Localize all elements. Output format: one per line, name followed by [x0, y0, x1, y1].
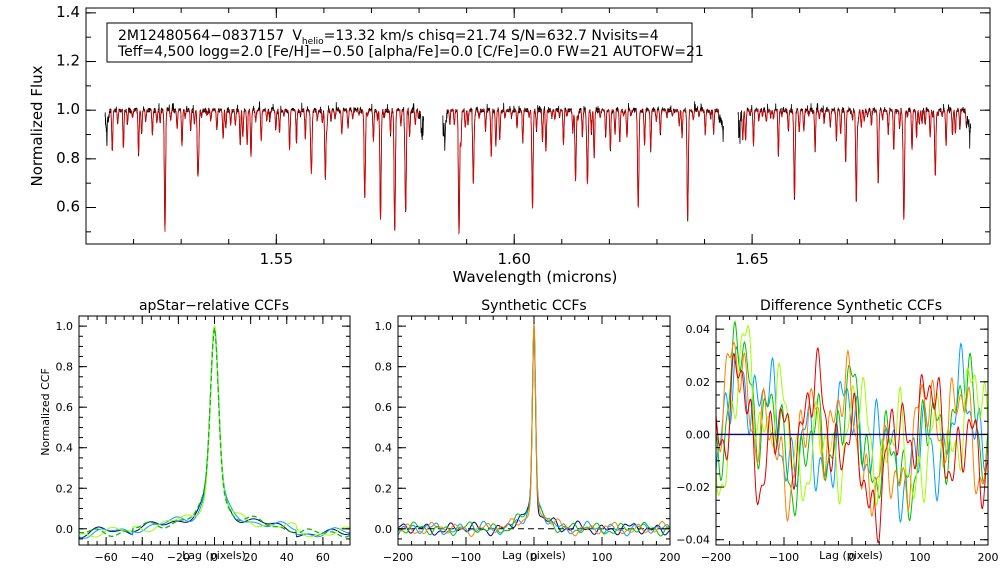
synthetic-ccf-frame	[397, 315, 671, 546]
model-spectrum-line	[741, 109, 967, 221]
y-tick-label: 1.0	[56, 320, 74, 333]
synthetic-ccf-title: Synthetic CCFs	[481, 298, 586, 314]
apstar-ccf-data	[78, 325, 351, 539]
info-box	[106, 22, 693, 63]
x-tick-label: 0	[211, 551, 218, 564]
synthetic-ccf-ticks: −200 −100 0 100 200 0.0 0.2 0.4 0.6 0.8 1.0	[375, 315, 681, 564]
y-tick-label: 0.00	[686, 428, 711, 441]
x-tick-label: 20	[244, 551, 258, 564]
x-tick-label: 60	[316, 551, 330, 564]
x-tick-label: −200	[383, 551, 413, 564]
model-spectrum-line	[447, 109, 720, 233]
x-tick-label: 0	[531, 551, 538, 564]
difference-ccf-ticks: −200 −100 0 100 200 −0.04 −0.02 0.00 0.02 0.04	[676, 315, 999, 564]
x-tick-label: 1.55	[260, 250, 293, 268]
info-line-2: Teff=4,500 logg=2.0 [Fe/H]=−0.50 [alpha/…	[117, 44, 704, 60]
y-tick-label: −0.02	[676, 481, 710, 494]
y-tick-label: 0.8	[56, 149, 80, 167]
x-tick-label: 100	[910, 551, 931, 564]
synthetic-ccf-panel: Synthetic CCFs −200 −100 0 100 200 0.0 0.2 0.4 0…	[375, 298, 681, 564]
x-tick-label: 1.60	[498, 250, 531, 268]
apstar-ccf-series-line	[78, 326, 350, 539]
v-subscript: helio	[302, 37, 324, 47]
difference-ccf-title: Difference Synthetic CCFs	[760, 298, 942, 314]
apstar-ccf-series-line	[78, 325, 351, 538]
apstar-ccf-panel: apStar−relative CCFs −60 −40 −20 0 20 40 60 0.0…	[39, 298, 351, 564]
model-spectrum-line	[109, 109, 420, 232]
y-tick-label: 0.02	[686, 376, 711, 389]
y-tick-label: 0.0	[56, 523, 74, 536]
x-tick-label: 40	[280, 551, 294, 564]
y-tick-label: 0.0	[375, 523, 393, 536]
y-tick-label: 1.0	[56, 100, 80, 118]
apstar-ccf-xlabel: Lag (pixels)	[182, 549, 246, 562]
y-tick-label: 0.6	[375, 401, 393, 414]
synthetic-ccf-xlabel: Lag (pixels)	[502, 549, 566, 562]
spectrum-frame	[85, 7, 991, 245]
x-tick-label: −40	[131, 551, 154, 564]
x-tick-label: 200	[978, 551, 999, 564]
y-tick-label: 0.8	[375, 361, 393, 374]
x-tick-label: −100	[769, 551, 799, 564]
x-tick-label: −100	[451, 551, 481, 564]
synthetic-ccf-series-line	[397, 330, 671, 537]
spectrum-data	[104, 101, 972, 235]
star-id: 2M12480564−0837157	[118, 28, 284, 44]
synthetic-ccf-data	[397, 321, 671, 537]
apstar-ccf-series-line	[78, 328, 351, 538]
v-label: V	[292, 28, 302, 44]
difference-ccf-xlabel: Lag (pixels)	[819, 549, 883, 562]
x-tick-label: 1.65	[735, 250, 768, 268]
x-tick-label: 100	[592, 551, 613, 564]
x-tick-label: 0	[849, 551, 856, 564]
info-line-1-rest: =13.32 km/s chisq=21.74 S/N=632.7 Nvisit…	[324, 28, 659, 44]
synthetic-ccf-series-line	[397, 321, 671, 537]
x-tick-label: −20	[167, 551, 190, 564]
y-tick-label: 1.4	[56, 3, 80, 21]
x-tick-label: 200	[660, 551, 681, 564]
synthetic-ccf-series-line	[397, 325, 671, 537]
y-tick-label: 0.4	[375, 442, 393, 455]
y-tick-label: 0.4	[56, 442, 74, 455]
x-tick-label: −60	[94, 551, 117, 564]
difference-ccf-data	[715, 320, 989, 543]
spectrum-ylabel: Normalized Flux	[28, 65, 46, 186]
spectrum-xlabel: Wavelength (microns)	[453, 268, 618, 286]
y-tick-label: 1.2	[56, 52, 80, 70]
y-tick-label: 0.04	[686, 323, 711, 336]
spectrum-panel: 1.55 1.60 1.65 0.6 0.8 1.0 1.2 1.4 2M12480564−0…	[28, 3, 991, 286]
y-tick-label: 0.2	[56, 482, 74, 495]
apstar-ccf-ticks: −60 −40 −20 0 20 40 60 0.0 0.2 0.4 0.6 0.8 1.0	[56, 315, 351, 564]
y-tick-label: 0.6	[56, 401, 74, 414]
synthetic-ccf-series-line	[397, 323, 671, 537]
y-tick-label: −0.04	[676, 534, 710, 547]
y-tick-label: 1.0	[375, 320, 393, 333]
difference-ccf-panel: Difference Synthetic CCFs −200 −100 0 100 20…	[676, 298, 998, 564]
apstar-ccf-frame	[78, 315, 351, 546]
apstar-ccf-series-line	[78, 325, 351, 539]
y-tick-label: 0.6	[56, 198, 80, 216]
y-tick-label: 0.2	[375, 482, 393, 495]
apstar-ccf-ylabel: Normalized CCF	[39, 368, 52, 456]
apstar-ccf-title: apStar−relative CCFs	[139, 298, 289, 314]
x-tick-label: −200	[701, 551, 731, 564]
y-tick-label: 0.8	[56, 361, 74, 374]
spectrum-ticks: 1.55 1.60 1.65 0.6 0.8 1.0 1.2 1.4	[56, 3, 991, 268]
difference-ccf-series-line	[715, 347, 989, 543]
info-line-1: 2M12480564−0837157 Vhelio=13.32 km/s chis…	[118, 28, 659, 47]
